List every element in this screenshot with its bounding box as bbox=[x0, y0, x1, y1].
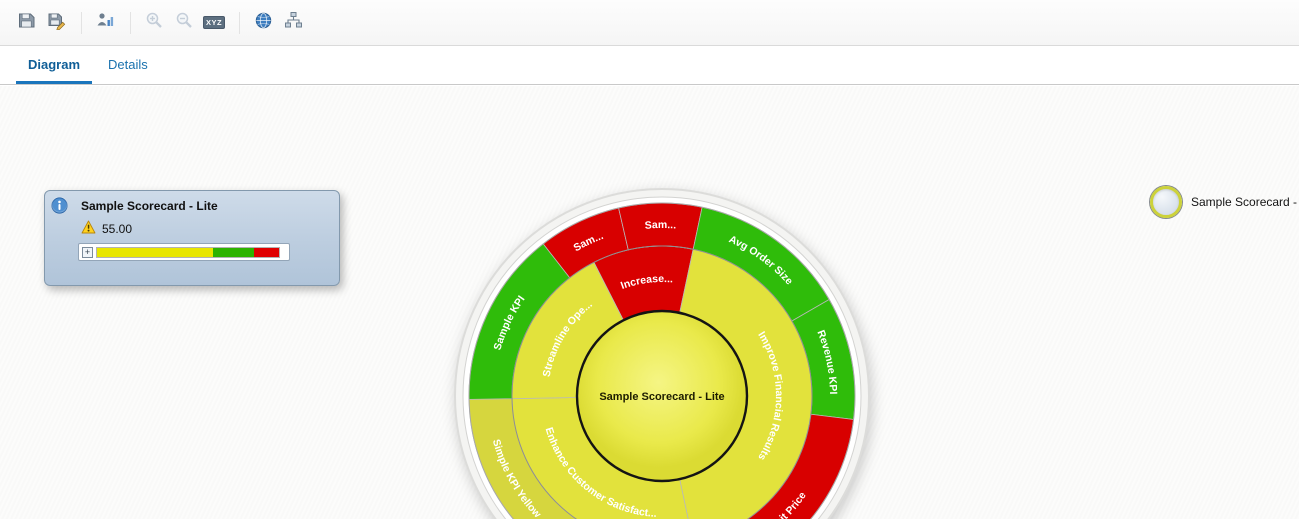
legend-label: Sample Scorecard - ... bbox=[1191, 195, 1299, 209]
card-gauge-strip: + bbox=[78, 243, 290, 261]
wheel-center-label: Sample Scorecard - Lite bbox=[599, 391, 724, 403]
toolbar-separator bbox=[239, 11, 240, 34]
zoom-in-button[interactable] bbox=[140, 9, 168, 37]
toolbar-separator bbox=[81, 11, 82, 34]
globe-view-button[interactable] bbox=[249, 9, 277, 37]
info-icon bbox=[51, 196, 68, 219]
gauge-bar bbox=[96, 246, 280, 258]
xyz-icon: XYZ bbox=[202, 15, 226, 30]
hierarchy-view-button[interactable] bbox=[279, 9, 307, 37]
scorecard-wheel[interactable]: Increase... Improve Financial Results Enha… bbox=[442, 176, 882, 519]
tab-bar: Diagram Details bbox=[0, 46, 1299, 85]
toolbar: XYZ bbox=[0, 0, 1299, 46]
save-as-button[interactable] bbox=[42, 9, 70, 37]
gauge-segment bbox=[213, 247, 254, 257]
toolbar-separator bbox=[130, 11, 131, 34]
legend-marker-icon bbox=[1150, 186, 1182, 218]
tab-details[interactable]: Details bbox=[108, 57, 148, 72]
save-as-icon bbox=[47, 11, 66, 35]
hierarchy-icon bbox=[284, 11, 303, 35]
save-icon bbox=[17, 11, 36, 35]
globe-icon bbox=[254, 11, 273, 35]
save-button[interactable] bbox=[12, 9, 40, 37]
zoom-out-icon bbox=[175, 11, 194, 35]
scorecard-node-card[interactable]: Sample Scorecard - Lite 55.00 + bbox=[44, 190, 340, 286]
wheel-center[interactable] bbox=[575, 309, 749, 483]
wheel-segment-label: Sam... bbox=[644, 219, 676, 232]
xyz-labels-button[interactable]: XYZ bbox=[200, 9, 228, 37]
gauge-segment bbox=[253, 247, 279, 257]
zoom-out-button[interactable] bbox=[170, 9, 198, 37]
gauge-segment bbox=[97, 247, 214, 257]
card-status-value: 55.00 bbox=[102, 221, 133, 236]
diagram-canvas: Sample Scorecard - Lite 55.00 + Increase… bbox=[0, 86, 1299, 519]
legend-item[interactable]: Sample Scorecard - ... bbox=[1150, 186, 1299, 218]
tab-diagram[interactable]: Diagram bbox=[14, 46, 94, 84]
card-status-row: 55.00 bbox=[81, 220, 132, 237]
scorecard-wheel-svg[interactable]: Increase...Improve Financial ResultsEnha… bbox=[442, 176, 882, 519]
card-title: Sample Scorecard - Lite bbox=[81, 199, 218, 213]
expand-button[interactable]: + bbox=[82, 246, 93, 258]
presenter-button[interactable] bbox=[91, 9, 119, 37]
presenter-icon bbox=[96, 11, 115, 35]
warning-icon bbox=[81, 220, 96, 237]
zoom-in-icon bbox=[145, 11, 164, 35]
